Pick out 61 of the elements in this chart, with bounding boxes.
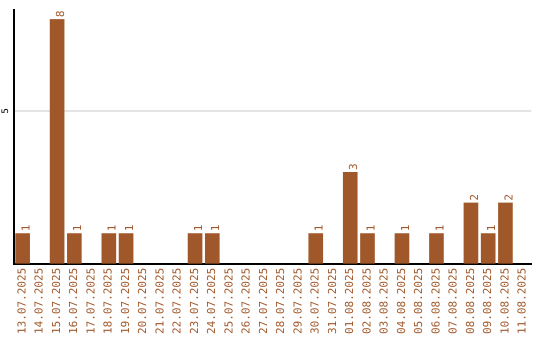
bar xyxy=(360,233,375,264)
x-tick-label: 20.07.2025 xyxy=(136,268,150,334)
data-label: 3 xyxy=(347,163,360,170)
x-tick-label: 31.07.2025 xyxy=(326,268,339,334)
data-label: 1 xyxy=(19,224,32,232)
x-tick-label: 27.07.2025 xyxy=(256,268,270,334)
bar xyxy=(498,202,513,264)
x-tick-label: 05.08.2025 xyxy=(412,268,426,334)
data-label: 2 xyxy=(502,194,516,201)
x-tick-label: 07.08.2025 xyxy=(446,268,460,334)
x-tick-label: 17.07.2025 xyxy=(84,268,98,334)
data-label: 1 xyxy=(485,224,498,232)
x-tick-label: 23.07.2025 xyxy=(188,268,201,334)
data-label: 1 xyxy=(312,224,326,232)
data-label: 2 xyxy=(468,194,481,201)
x-tick-label: 06.08.2025 xyxy=(429,268,442,334)
data-label: 1 xyxy=(364,224,378,232)
x-tick-label: 08.08.2025 xyxy=(464,268,477,334)
bar xyxy=(480,233,496,264)
bar xyxy=(308,233,324,264)
bar xyxy=(464,202,478,264)
bar xyxy=(67,233,82,264)
data-label: 1 xyxy=(71,224,84,232)
x-tick-label: 25.07.2025 xyxy=(222,268,236,334)
x-tick-label: 03.08.2025 xyxy=(378,268,391,334)
x-tick-label: 28.07.2025 xyxy=(274,268,288,334)
x-tick-label: 01.08.2025 xyxy=(343,268,356,334)
x-tick-label: 22.07.2025 xyxy=(170,268,184,334)
bar xyxy=(394,233,410,264)
data-label: 1 xyxy=(192,224,205,232)
x-tick-label: 19.07.2025 xyxy=(118,268,132,334)
bar xyxy=(188,233,202,264)
x-tick-label: 09.08.2025 xyxy=(481,268,494,334)
data-label: 1 xyxy=(398,224,412,232)
x-tick-label: 04.08.2025 xyxy=(394,268,408,334)
x-tick-label: 30.07.2025 xyxy=(308,268,322,334)
bar xyxy=(102,233,116,264)
data-label: 1 xyxy=(106,224,119,232)
x-tick-label: 29.07.2025 xyxy=(291,268,304,334)
data-label: 8 xyxy=(54,10,67,18)
x-tick-label: 11.08.2025 xyxy=(516,268,529,334)
bar xyxy=(15,233,30,264)
x-tick-label: 18.07.2025 xyxy=(102,268,115,334)
x-tick-label: 24.07.2025 xyxy=(205,268,218,334)
data-label: 1 xyxy=(433,224,446,232)
x-tick-label: 13.07.2025 xyxy=(15,268,28,334)
x-tick-label: 26.07.2025 xyxy=(240,268,253,334)
bar xyxy=(342,172,358,264)
x-tick-label: 21.07.2025 xyxy=(153,268,166,334)
bar xyxy=(204,233,220,264)
y-tick-label: 5 xyxy=(0,108,11,114)
x-tick-label: 10.08.2025 xyxy=(498,268,512,334)
bar xyxy=(50,19,64,264)
bar xyxy=(429,233,444,264)
data-label: 1 xyxy=(209,224,222,232)
bar xyxy=(118,233,134,264)
x-tick-label: 02.08.2025 xyxy=(360,268,374,334)
data-label: 1 xyxy=(122,224,136,232)
x-tick-label: 14.07.2025 xyxy=(32,268,46,334)
x-tick-label: 15.07.2025 xyxy=(50,268,63,334)
x-tick-label: 16.07.2025 xyxy=(67,268,80,334)
